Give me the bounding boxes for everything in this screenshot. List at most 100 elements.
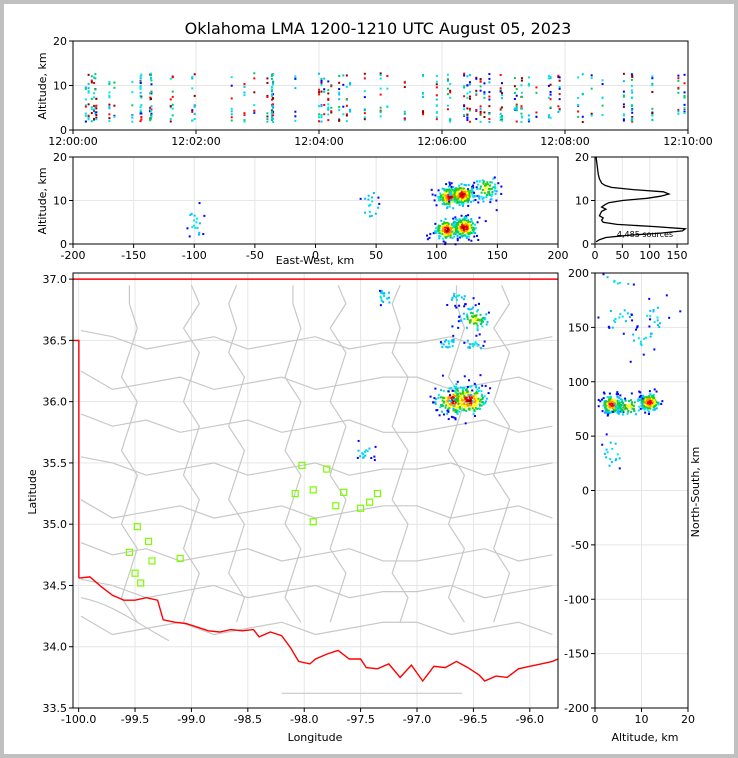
source-point: [482, 196, 485, 199]
source-point: [230, 116, 233, 119]
source-point: [472, 316, 475, 319]
source-point: [611, 400, 614, 403]
source-point: [651, 112, 654, 115]
source-point: [449, 183, 452, 186]
source-point: [467, 214, 470, 217]
source-point: [444, 226, 447, 229]
source-point: [477, 397, 480, 400]
source-point: [456, 239, 459, 242]
source-point: [616, 282, 619, 285]
source-point: [464, 195, 467, 198]
ew-height-ylabel: Altitude, km: [36, 167, 49, 234]
source-point: [466, 385, 469, 388]
source-point: [484, 220, 487, 223]
source-point: [139, 87, 142, 90]
source-point: [149, 119, 152, 122]
source-point: [649, 401, 652, 404]
source-point: [472, 412, 475, 415]
source-point: [683, 91, 686, 94]
source-point: [609, 400, 612, 403]
source-point: [683, 107, 686, 110]
source-point: [366, 450, 369, 453]
source-point: [657, 403, 660, 406]
source-point: [484, 384, 487, 387]
source-point: [630, 73, 633, 76]
source-point: [485, 193, 488, 196]
source-point: [631, 120, 634, 123]
source-point: [443, 203, 446, 206]
source-point: [476, 194, 479, 197]
source-point: [243, 119, 246, 122]
x-tick-label: -200: [61, 249, 86, 262]
source-point: [253, 104, 256, 107]
source-point: [444, 221, 447, 224]
source-point: [482, 320, 485, 323]
source-point: [483, 395, 486, 398]
source-point: [471, 343, 474, 346]
source-point: [471, 222, 474, 225]
source-point: [635, 413, 638, 416]
y-tick-label: -100: [564, 593, 589, 606]
source-point: [342, 83, 345, 86]
source-point: [272, 80, 275, 83]
source-point: [558, 79, 561, 82]
source-point: [614, 318, 617, 321]
source-point: [191, 110, 194, 113]
source-point: [456, 234, 459, 237]
source-point: [549, 98, 552, 101]
source-point: [645, 401, 648, 404]
source-point: [647, 412, 650, 415]
source-point: [445, 339, 448, 342]
source-point: [363, 108, 366, 111]
source-point: [468, 107, 471, 110]
source-point: [465, 192, 468, 195]
source-point: [442, 194, 445, 197]
source-point: [463, 396, 466, 399]
source-point: [455, 406, 458, 409]
source-point: [456, 389, 459, 392]
source-point: [468, 191, 471, 194]
y-tick-label: -150: [564, 648, 589, 661]
source-point: [377, 206, 380, 209]
source-point: [616, 453, 619, 456]
source-point: [628, 316, 631, 319]
source-point: [474, 223, 477, 226]
source-point: [140, 118, 143, 121]
source-point: [150, 112, 153, 115]
source-point: [422, 113, 425, 116]
source-point: [449, 230, 452, 233]
source-point: [622, 95, 625, 98]
source-point: [500, 92, 503, 95]
source-point: [449, 393, 452, 396]
state-border-west: [73, 339, 80, 579]
source-point: [463, 394, 466, 397]
source-point: [150, 108, 153, 111]
source-point: [457, 400, 460, 403]
source-point: [472, 322, 475, 325]
source-point: [668, 316, 671, 319]
source-point: [622, 118, 625, 121]
source-point: [465, 400, 468, 403]
county-line: [492, 285, 511, 623]
source-point: [632, 408, 635, 411]
source-point: [455, 223, 458, 226]
source-point: [481, 179, 484, 182]
source-point: [191, 87, 194, 90]
source-point: [294, 87, 297, 90]
source-point: [470, 200, 473, 203]
source-point: [470, 315, 473, 318]
source-point: [520, 95, 523, 98]
source-point: [459, 236, 462, 239]
source-point: [479, 89, 482, 92]
source-point: [435, 204, 438, 207]
source-point: [338, 118, 341, 121]
source-point: [448, 203, 451, 206]
source-point: [646, 408, 649, 411]
source-point: [438, 195, 441, 198]
source-point: [463, 341, 466, 344]
source-point: [403, 81, 406, 84]
source-point: [440, 389, 443, 392]
source-point: [463, 295, 466, 298]
source-point: [469, 220, 472, 223]
ns-height-xlabel: Altitude, km: [611, 731, 678, 744]
